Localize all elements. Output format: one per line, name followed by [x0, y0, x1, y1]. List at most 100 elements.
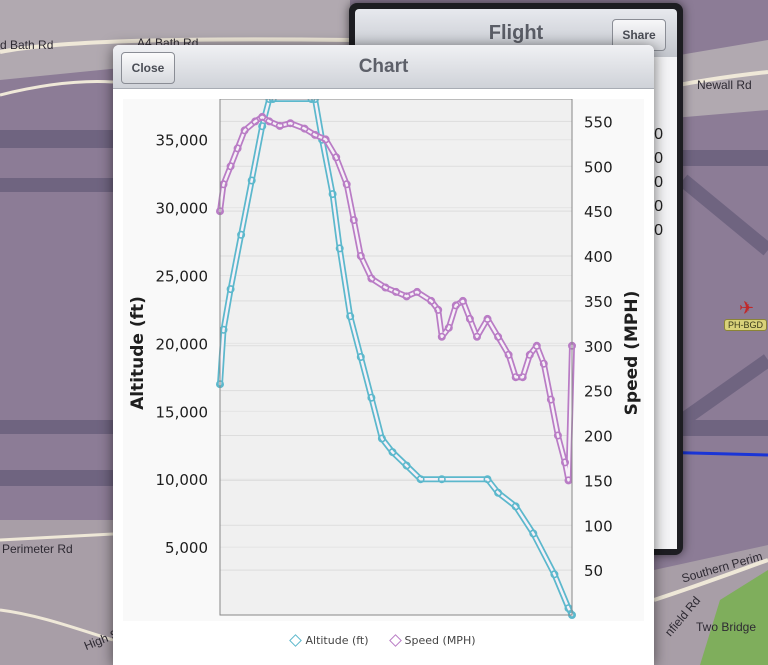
speed-series-line-inner	[218, 115, 574, 482]
right-axis-title: Speed (MPH)	[622, 291, 642, 416]
altitude-point	[335, 244, 344, 253]
speed-point	[391, 287, 400, 296]
speed-point	[427, 296, 436, 305]
altitude-point	[511, 502, 520, 511]
speed-point	[402, 292, 411, 301]
left-axis-title: Altitude (ft)	[128, 296, 148, 410]
speed-point	[342, 180, 351, 189]
altitude-point	[550, 570, 559, 579]
modal-title: Chart	[358, 56, 409, 77]
speed-point	[437, 332, 446, 341]
right-axis-tick-label: 400	[584, 248, 613, 266]
altitude-point	[226, 285, 235, 294]
legend-label-speed: Speed (MPH)	[404, 633, 476, 647]
altitude-point	[311, 99, 319, 103]
speed-point	[286, 119, 295, 128]
speed-point	[504, 350, 513, 359]
speed-point	[494, 332, 503, 341]
speed-point	[275, 121, 284, 130]
left-axis-tick-label: 30,000	[156, 200, 209, 218]
map-label-newall-rd: Newall Rd	[697, 78, 752, 92]
left-axis-tick-label: 5,000	[165, 539, 208, 557]
speed-point	[300, 124, 309, 133]
legend-marker-altitude	[289, 633, 303, 647]
altitude-point	[388, 448, 397, 457]
altitude-point	[258, 122, 267, 131]
speed-point	[233, 144, 242, 153]
speed-point	[472, 332, 481, 341]
altitude-point	[402, 461, 411, 470]
speed-point	[465, 314, 474, 323]
right-axis-tick-label: 300	[584, 338, 613, 356]
speed-point	[332, 153, 341, 162]
altitude-point	[237, 230, 246, 239]
speed-point	[349, 216, 358, 225]
speed-point	[258, 112, 267, 121]
speed-point	[356, 252, 365, 261]
plot-border	[219, 99, 573, 616]
speed-point	[518, 373, 527, 382]
speed-point	[483, 314, 492, 323]
altitude-point	[328, 190, 337, 199]
speed-point	[451, 301, 460, 310]
speed-point	[458, 296, 467, 305]
close-button[interactable]: Close	[121, 52, 175, 84]
speed-point	[381, 283, 390, 292]
right-axis-tick-label: 550	[584, 113, 613, 131]
map-label-perimeter-rd: Perimeter Rd	[2, 542, 73, 556]
left-axis-tick-label: 15,000	[156, 403, 209, 421]
right-axis-tick-label: 250	[584, 383, 613, 401]
speed-point	[251, 117, 260, 126]
legend-item-altitude[interactable]: Altitude (ft)	[289, 629, 369, 651]
altitude-point	[416, 475, 425, 484]
speed-point	[265, 117, 274, 126]
aircraft-label[interactable]: PH-BGD	[724, 319, 768, 331]
right-axis-tick-label: 350	[584, 293, 613, 311]
legend-item-speed[interactable]: Speed (MPH)	[388, 629, 476, 651]
left-axis-tick-label: 20,000	[156, 335, 209, 353]
legend-label-altitude: Altitude (ft)	[305, 633, 369, 647]
altitude-point	[529, 529, 538, 538]
chart-legend: Altitude (ft) Speed (MPH)	[113, 629, 654, 651]
speed-point	[413, 287, 422, 296]
altitude-point	[356, 353, 365, 362]
altitude-point	[377, 434, 386, 443]
altitude-point	[247, 176, 256, 185]
right-axis-tick-label: 150	[584, 472, 613, 490]
altitude-speed-chart: 5,000 10,000 15,000 20,000 25,000 30,000 35,00…	[128, 99, 642, 619]
speed-point	[539, 359, 548, 368]
legend-marker-speed	[388, 633, 402, 647]
speed-point	[525, 350, 534, 359]
altitude-point	[367, 393, 376, 402]
left-axis-tick-label: 35,000	[156, 132, 209, 150]
speed-point	[367, 274, 376, 283]
altitude-point	[346, 312, 355, 321]
speed-point	[532, 341, 541, 350]
speed-point	[444, 323, 453, 332]
aircraft-icon[interactable]: ✈	[739, 298, 755, 319]
modal-header: Close Chart	[113, 45, 654, 89]
plot-background	[220, 99, 572, 615]
right-axis-tick-label: 200	[584, 428, 613, 446]
map-label-bath-rd-left: d Bath Rd	[0, 38, 54, 52]
altitude-point	[265, 99, 274, 103]
flight-title: Flight	[488, 22, 544, 44]
altitude-point	[307, 99, 316, 103]
right-axis-tick-label: 450	[584, 203, 613, 221]
left-axis-tick-label: 25,000	[156, 268, 209, 286]
speed-point	[321, 135, 330, 144]
speed-point	[553, 431, 562, 440]
right-axis-tick-label: 100	[584, 517, 613, 535]
left-axis-tick-label: 10,000	[156, 471, 209, 489]
speed-point	[240, 126, 249, 135]
chart-modal: Close Chart 5,000 10,000 15,000 20,000 25,00…	[113, 45, 654, 665]
right-axis-tick-label: 50	[584, 562, 603, 580]
speed-point	[560, 458, 569, 467]
speed-point	[434, 305, 443, 314]
altitude-point	[494, 488, 503, 497]
speed-point	[546, 395, 555, 404]
chart-area: 5,000 10,000 15,000 20,000 25,000 30,000 35,00…	[123, 99, 644, 621]
altitude-point	[483, 475, 492, 484]
speed-point	[311, 130, 320, 139]
altitude-point	[437, 475, 446, 484]
